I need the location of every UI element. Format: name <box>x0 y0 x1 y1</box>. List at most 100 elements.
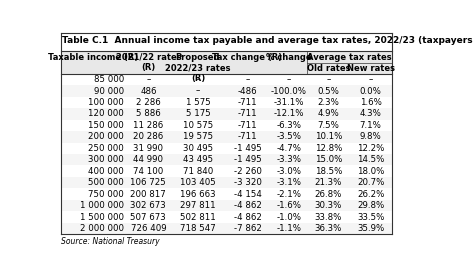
Bar <box>61 165 392 177</box>
Bar <box>61 108 392 120</box>
Text: 2.3%: 2.3% <box>318 98 339 107</box>
Text: Tax change (R): Tax change (R) <box>212 53 283 62</box>
Text: 33.5%: 33.5% <box>357 213 384 222</box>
Text: 106 725: 106 725 <box>130 178 166 187</box>
Text: 507 673: 507 673 <box>130 213 166 222</box>
Text: -1.1%: -1.1% <box>276 224 301 233</box>
Text: 20.7%: 20.7% <box>357 178 384 187</box>
Text: 502 811: 502 811 <box>180 213 216 222</box>
Text: -6.3%: -6.3% <box>276 121 301 130</box>
Text: 12.8%: 12.8% <box>315 144 342 153</box>
Text: 43 495: 43 495 <box>183 155 213 164</box>
Text: 1 500 000: 1 500 000 <box>80 213 124 222</box>
Text: 5 175: 5 175 <box>185 109 210 118</box>
Bar <box>61 97 392 108</box>
Text: -4 862: -4 862 <box>234 213 262 222</box>
Bar <box>61 211 392 223</box>
Bar <box>61 74 392 85</box>
Text: 250 000: 250 000 <box>88 144 124 153</box>
Text: 0.0%: 0.0% <box>360 87 382 95</box>
Text: -711: -711 <box>237 132 257 141</box>
Bar <box>61 200 392 211</box>
Text: 85 000: 85 000 <box>94 75 124 84</box>
Text: 4.3%: 4.3% <box>360 109 382 118</box>
Text: 1 575: 1 575 <box>185 98 210 107</box>
Bar <box>61 85 392 97</box>
Text: 2 000 000: 2 000 000 <box>80 224 124 233</box>
Text: % change: % change <box>266 53 312 62</box>
Text: Old rates: Old rates <box>307 64 350 73</box>
Text: 29.8%: 29.8% <box>357 201 384 210</box>
Text: 33.8%: 33.8% <box>315 213 342 222</box>
Bar <box>61 143 392 154</box>
Text: 19 575: 19 575 <box>183 132 213 141</box>
Bar <box>61 33 392 51</box>
Text: 7.1%: 7.1% <box>360 121 382 130</box>
Text: Proposed
2022/23 rates
(R): Proposed 2022/23 rates (R) <box>165 53 231 83</box>
Text: -2.1%: -2.1% <box>276 190 301 199</box>
Bar <box>61 51 392 74</box>
Text: -711: -711 <box>237 98 257 107</box>
Text: 297 811: 297 811 <box>180 201 216 210</box>
Text: 74 100: 74 100 <box>133 167 164 176</box>
Text: -486: -486 <box>237 87 257 95</box>
Text: 10.1%: 10.1% <box>315 132 342 141</box>
Text: 200 817: 200 817 <box>130 190 166 199</box>
Text: 718 547: 718 547 <box>180 224 216 233</box>
Text: Taxable income (R): Taxable income (R) <box>48 53 138 62</box>
Text: –: – <box>146 75 151 84</box>
Bar <box>61 131 392 143</box>
Text: 7.5%: 7.5% <box>318 121 339 130</box>
Text: 103 405: 103 405 <box>180 178 216 187</box>
Text: 71 840: 71 840 <box>183 167 213 176</box>
Bar <box>61 188 392 200</box>
Text: 400 000: 400 000 <box>88 167 124 176</box>
Text: –: – <box>196 87 200 95</box>
Text: 10 575: 10 575 <box>183 121 213 130</box>
Text: 120 000: 120 000 <box>88 109 124 118</box>
Text: 14.5%: 14.5% <box>357 155 384 164</box>
Text: 30 495: 30 495 <box>183 144 213 153</box>
Text: 35.9%: 35.9% <box>357 224 384 233</box>
Text: 9.8%: 9.8% <box>360 132 382 141</box>
Text: 12.2%: 12.2% <box>357 144 384 153</box>
Text: –: – <box>246 75 250 84</box>
Text: 30.3%: 30.3% <box>315 201 342 210</box>
Text: -711: -711 <box>237 109 257 118</box>
Text: 196 663: 196 663 <box>180 190 216 199</box>
Bar <box>61 154 392 165</box>
Text: 0.5%: 0.5% <box>318 87 339 95</box>
Text: 200 000: 200 000 <box>88 132 124 141</box>
Text: -1.6%: -1.6% <box>276 201 301 210</box>
Bar <box>61 177 392 188</box>
Text: -7 862: -7 862 <box>234 224 262 233</box>
Text: 18.5%: 18.5% <box>315 167 342 176</box>
Text: Source: National Treasury: Source: National Treasury <box>61 237 160 246</box>
Text: -3 320: -3 320 <box>234 178 262 187</box>
Text: 26.2%: 26.2% <box>357 190 384 199</box>
Text: –: – <box>196 75 200 84</box>
Text: -1 495: -1 495 <box>234 144 261 153</box>
Text: -31.1%: -31.1% <box>273 98 304 107</box>
Text: -12.1%: -12.1% <box>273 109 304 118</box>
Text: –: – <box>326 75 330 84</box>
Text: 300 000: 300 000 <box>88 155 124 164</box>
Bar <box>61 120 392 131</box>
Text: 1 000 000: 1 000 000 <box>80 201 124 210</box>
Text: 486: 486 <box>140 87 156 95</box>
Text: 21.3%: 21.3% <box>315 178 342 187</box>
Text: 302 673: 302 673 <box>130 201 166 210</box>
Bar <box>61 223 392 234</box>
Text: 11 286: 11 286 <box>133 121 164 130</box>
Text: 18.0%: 18.0% <box>357 167 384 176</box>
Text: 5 886: 5 886 <box>136 109 161 118</box>
Text: –: – <box>368 75 373 84</box>
Text: 2021/22 rates
(R): 2021/22 rates (R) <box>116 53 181 72</box>
Text: -3.0%: -3.0% <box>276 167 301 176</box>
Text: -711: -711 <box>237 121 257 130</box>
Text: –: – <box>287 75 291 84</box>
Text: 44 990: 44 990 <box>133 155 164 164</box>
Text: -4 154: -4 154 <box>234 190 262 199</box>
Text: 1.6%: 1.6% <box>360 98 382 107</box>
Text: -4.7%: -4.7% <box>276 144 301 153</box>
